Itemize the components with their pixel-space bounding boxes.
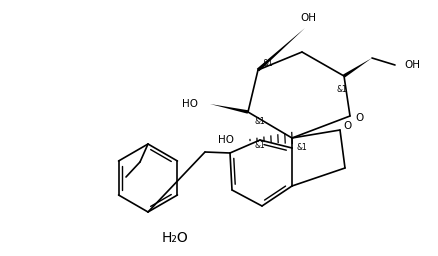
Text: &1: &1 [263, 59, 273, 69]
Polygon shape [257, 28, 305, 71]
Text: H₂O: H₂O [162, 231, 188, 245]
Text: &1: &1 [297, 144, 307, 153]
Text: HO: HO [218, 135, 234, 145]
Text: HO: HO [182, 99, 198, 109]
Text: O: O [355, 113, 363, 123]
Text: OH: OH [300, 13, 316, 23]
Text: O: O [344, 121, 352, 131]
Text: &1: &1 [254, 118, 265, 126]
Polygon shape [210, 104, 248, 114]
Polygon shape [343, 58, 372, 78]
Text: OH: OH [404, 60, 420, 70]
Text: &1: &1 [337, 86, 347, 94]
Text: &1: &1 [254, 142, 265, 151]
